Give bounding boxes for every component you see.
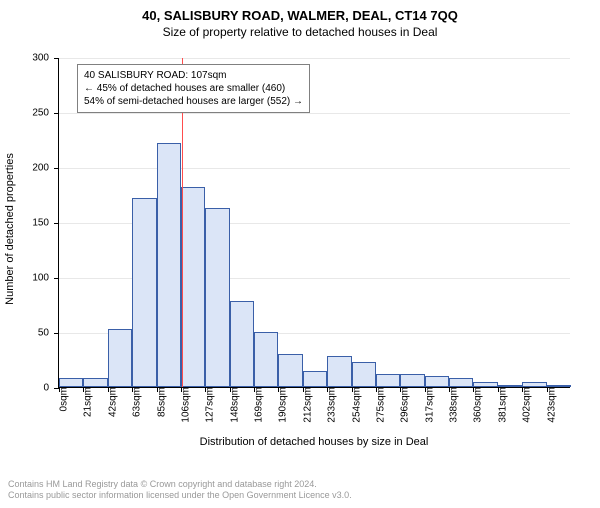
x-tick-label: 381sqm xyxy=(493,387,508,423)
x-tick-label: 42sqm xyxy=(103,387,118,417)
x-tick-label: 423sqm xyxy=(542,387,557,423)
y-tick-mark xyxy=(54,58,59,59)
histogram-bar xyxy=(181,187,205,387)
histogram-bar xyxy=(303,371,327,388)
x-tick-label: 296sqm xyxy=(396,387,411,423)
x-tick-label: 360sqm xyxy=(469,387,484,423)
histogram-bar xyxy=(59,378,83,387)
y-tick-mark xyxy=(54,223,59,224)
histogram-bar xyxy=(352,362,376,387)
annotation-line: 54% of semi-detached houses are larger (… xyxy=(84,95,303,108)
y-tick-mark xyxy=(54,168,59,169)
histogram-bar xyxy=(327,356,351,387)
x-tick-label: 106sqm xyxy=(176,387,191,423)
x-tick-label: 169sqm xyxy=(250,387,265,423)
footer-line: Contains public sector information licen… xyxy=(8,490,352,502)
annotation-box: 40 SALISBURY ROAD: 107sqm← 45% of detach… xyxy=(77,64,310,113)
x-tick-label: 127sqm xyxy=(201,387,216,423)
histogram-bar xyxy=(278,354,302,387)
histogram-bar xyxy=(205,208,229,387)
x-tick-label: 275sqm xyxy=(371,387,386,423)
y-tick-mark xyxy=(54,113,59,114)
histogram-bar xyxy=(425,376,449,387)
x-tick-label: 0sqm xyxy=(55,387,70,411)
footer-line: Contains HM Land Registry data © Crown c… xyxy=(8,479,352,491)
histogram-bar xyxy=(254,332,278,387)
histogram-bar xyxy=(157,143,181,387)
x-tick-label: 212sqm xyxy=(298,387,313,423)
x-tick-label: 338sqm xyxy=(445,387,460,423)
y-tick-mark xyxy=(54,278,59,279)
annotation-line: ← 45% of detached houses are smaller (46… xyxy=(84,82,303,95)
x-tick-label: 402sqm xyxy=(518,387,533,423)
x-tick-label: 63sqm xyxy=(128,387,143,417)
histogram-bar xyxy=(108,329,132,387)
gridline xyxy=(59,113,570,114)
x-tick-label: 254sqm xyxy=(347,387,362,423)
chart-title: 40, SALISBURY ROAD, WALMER, DEAL, CT14 7… xyxy=(0,8,600,23)
x-tick-label: 21sqm xyxy=(79,387,94,417)
attribution-footer: Contains HM Land Registry data © Crown c… xyxy=(8,479,352,502)
x-tick-label: 148sqm xyxy=(225,387,240,423)
x-tick-label: 233sqm xyxy=(323,387,338,423)
annotation-line: 40 SALISBURY ROAD: 107sqm xyxy=(84,69,303,82)
gridline xyxy=(59,168,570,169)
chart-subtitle: Size of property relative to detached ho… xyxy=(0,25,600,39)
histogram-bar xyxy=(83,378,107,387)
histogram-bar xyxy=(230,301,254,387)
gridline xyxy=(59,58,570,59)
histogram-bar xyxy=(132,198,156,387)
x-tick-label: 190sqm xyxy=(274,387,289,423)
histogram-bar xyxy=(400,374,424,387)
y-tick-mark xyxy=(54,333,59,334)
chart-area: 0501001502002503000sqm21sqm42sqm63sqm85s… xyxy=(58,58,570,388)
histogram-bar xyxy=(376,374,400,387)
x-tick-label: 317sqm xyxy=(420,387,435,423)
x-axis-label: Distribution of detached houses by size … xyxy=(200,436,429,448)
x-tick-label: 85sqm xyxy=(152,387,167,417)
plot-region: 0501001502002503000sqm21sqm42sqm63sqm85s… xyxy=(58,58,570,388)
histogram-bar xyxy=(449,378,473,387)
